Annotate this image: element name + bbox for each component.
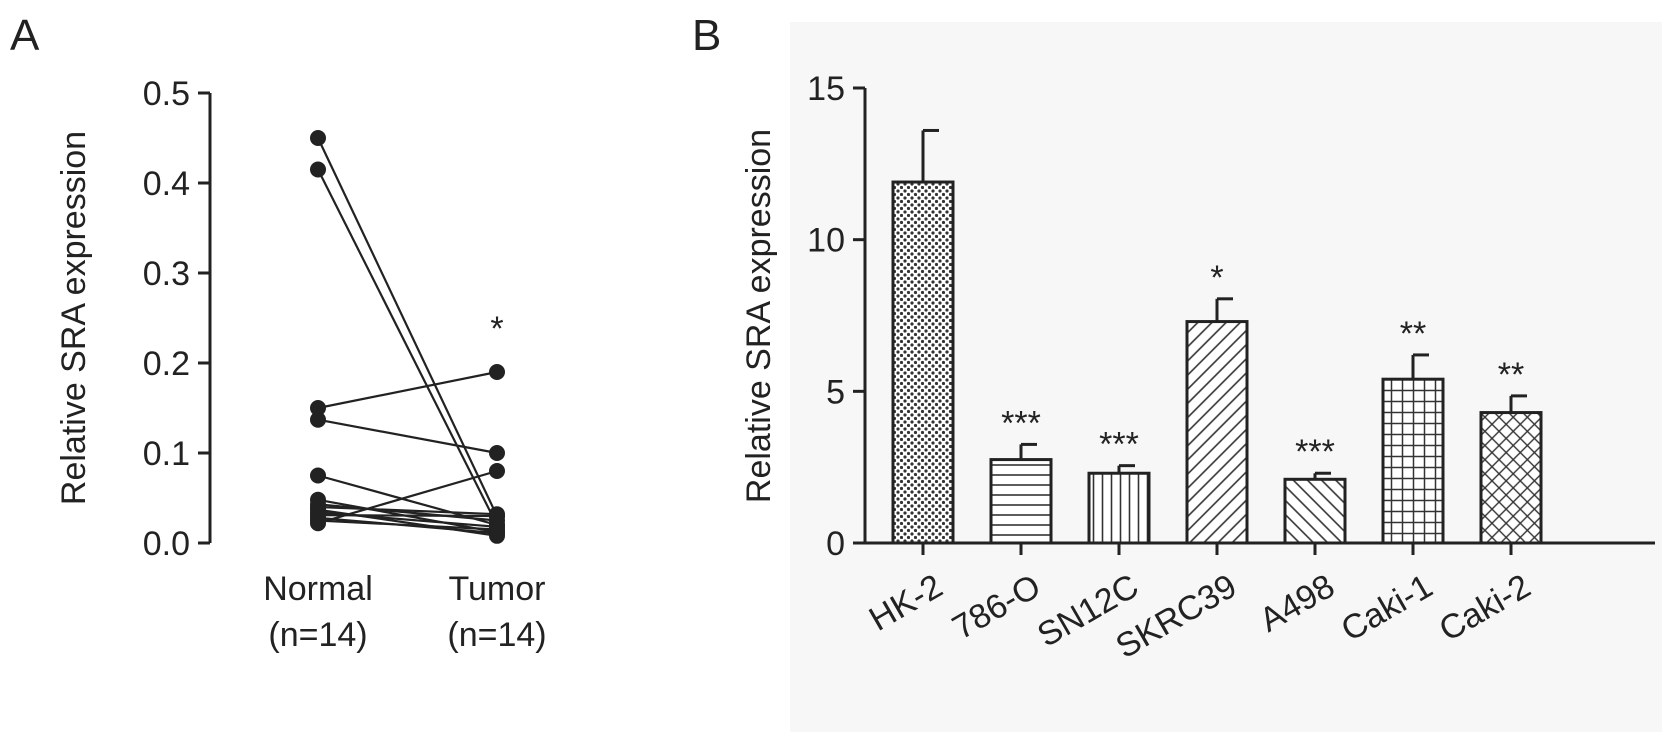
panel-b-bar <box>1479 411 1543 545</box>
panel-b-significance-label: ** <box>1498 356 1524 394</box>
panel-b-y-tick-label: 5 <box>826 373 845 411</box>
panel-b-y-tick-label: 15 <box>807 70 845 108</box>
panel-b-bar <box>891 180 955 545</box>
panel-a-point-tumor <box>489 521 505 538</box>
panel-a-point-normal <box>310 400 326 416</box>
panel-a-pair-line <box>317 169 498 526</box>
panel-b-bar <box>1283 477 1347 545</box>
panel-a-y-tick-label: 0.3 <box>143 255 190 293</box>
panel-a-y-axis-label: Relative SRA expression <box>55 131 93 505</box>
panel-a-category-label: (n=14) <box>268 616 367 654</box>
panel-b-label: B <box>692 11 721 60</box>
panel-a-point-normal <box>310 411 326 428</box>
panel-b-y-axis-label: Relative SRA expression <box>740 129 778 503</box>
panel-b-significance-label: *** <box>1001 404 1041 442</box>
panel-a-point-tumor <box>489 508 505 524</box>
panel-b-y-tick-label: 10 <box>807 222 845 260</box>
panel-a-pair-line <box>317 469 498 525</box>
panel-a-point-normal <box>310 467 326 484</box>
panel-a-y-tick-label: 0.5 <box>143 75 190 113</box>
panel-a-points <box>310 130 505 544</box>
panel-a-pair-line <box>317 519 498 531</box>
panel-a-y-tick-label: 0.0 <box>143 525 190 563</box>
panel-a-category-labels: Normal (n=14) Tumor (n=14) <box>263 570 546 654</box>
panel-a-paired-lines <box>317 137 498 537</box>
panel-a-annotations: * <box>490 310 503 348</box>
panel-a-point-normal <box>310 130 326 146</box>
panel-a-y-ticks: 0.0 0.1 0.2 0.3 0.4 0.5 <box>143 75 210 563</box>
panel-a-pair-line <box>317 137 498 517</box>
panel-a-category-label: Normal <box>263 570 373 608</box>
panel-a-y-tick-label: 0.4 <box>143 165 190 203</box>
panel-b-significance-label: ** <box>1400 315 1426 353</box>
panel-a-pair-line <box>317 503 498 522</box>
panel-a-pair-line <box>317 370 498 410</box>
panel-b-bar <box>1087 471 1151 545</box>
panel-a-significance-label: * <box>490 310 503 348</box>
panel-b-bar <box>989 458 1053 545</box>
panel-a-point-normal <box>310 515 326 532</box>
panel-a-y-tick-label: 0.1 <box>143 435 190 473</box>
panel-a-category-label: Tumor <box>449 570 546 608</box>
panel-a-point-tumor <box>489 463 505 479</box>
panel-b-y-ticks: 0 5 10 15 <box>807 70 865 563</box>
panel-a-point-tumor <box>489 445 505 461</box>
panel-b-significance-label: *** <box>1295 433 1335 471</box>
panel-a-point-normal <box>310 161 326 178</box>
panel-b-y-tick-label: 0 <box>826 525 845 563</box>
panel-b-significance-label: * <box>1210 259 1223 297</box>
panel-b-significance-label: *** <box>1099 426 1139 464</box>
panel-a-point-tumor <box>489 364 505 380</box>
panel-a-pair-line <box>317 505 498 516</box>
panel-b-bars <box>891 128 1543 545</box>
panel-a-category-label: (n=14) <box>447 616 546 654</box>
panel-a-pair-line <box>317 418 498 455</box>
panel-b-bar <box>1381 377 1445 545</box>
panel-a-label: A <box>10 11 40 60</box>
panel-b-significance-labels: ************** <box>1001 259 1524 471</box>
panel-b-bar <box>1185 320 1249 545</box>
panel-a: A Relative SRA expression 0.00.10.20.30.… <box>10 11 547 654</box>
panel-a-y-tick-label: 0.2 <box>143 345 190 383</box>
